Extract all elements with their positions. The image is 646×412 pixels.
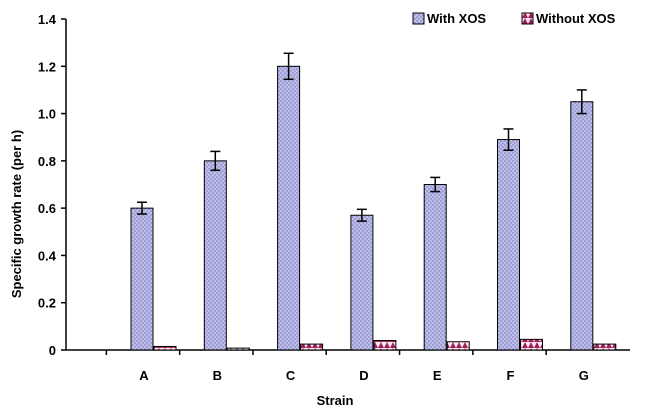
bar-without-xos-c — [300, 343, 324, 351]
y-axis: 0 0.2 0.4 0.6 0.8 1.0 1.2 1.4 — [38, 12, 67, 358]
bar-with-xos-g — [570, 101, 594, 351]
y-tick-label: 0.2 — [38, 296, 56, 311]
y-tick-label: 0.6 — [38, 201, 56, 216]
y-tick-label: 0.4 — [38, 248, 57, 263]
x-tick-label: A — [139, 368, 149, 383]
error-bar-d — [356, 208, 367, 222]
x-tick-label: B — [213, 368, 222, 383]
legend-label-without-xos: Without XOS — [536, 11, 616, 26]
x-axis: A B C D E F G — [66, 349, 630, 383]
bar-with-xos-c — [277, 65, 301, 351]
error-bar-c — [283, 52, 294, 81]
bar-with-xos-a — [130, 207, 154, 351]
x-tick-label: G — [579, 368, 589, 383]
bar-without-xos-a — [153, 345, 177, 351]
bar-without-xos-g — [593, 343, 617, 351]
error-bar-e — [430, 176, 441, 193]
y-tick-label: 0.8 — [38, 154, 56, 169]
bar-with-xos-e — [423, 184, 447, 351]
error-bar-b — [210, 150, 221, 172]
x-tick-label: D — [359, 368, 368, 383]
x-tick-label: E — [433, 368, 442, 383]
x-tick-label: F — [507, 368, 515, 383]
y-tick-label: 0 — [49, 343, 56, 358]
bar-with-xos-f — [497, 139, 520, 351]
error-bar-f — [503, 128, 514, 151]
error-bar-a — [137, 201, 147, 215]
bar-without-xos-f — [520, 338, 543, 351]
bar-without-xos-d — [373, 340, 397, 351]
y-tick-label: 1.2 — [38, 59, 56, 74]
legend-swatch-without-xos — [521, 12, 534, 25]
y-tick-label: 1.0 — [38, 107, 56, 122]
x-tick-label: C — [286, 368, 296, 383]
y-axis-title: Specific growth rate (per h) — [9, 130, 24, 298]
legend-label-with-xos: With XOS — [427, 11, 486, 26]
bars — [130, 52, 617, 351]
bar-without-xos-e — [446, 341, 470, 351]
bar-with-xos-b — [203, 160, 227, 351]
error-bar-g — [576, 89, 587, 115]
bar-with-xos-d — [350, 214, 374, 351]
bar-without-xos-b — [226, 347, 250, 351]
legend: With XOS Without XOS — [412, 11, 616, 26]
y-tick-label: 1.4 — [38, 12, 57, 27]
x-axis-title: Strain — [317, 393, 354, 408]
legend-swatch-with-xos — [412, 12, 425, 25]
